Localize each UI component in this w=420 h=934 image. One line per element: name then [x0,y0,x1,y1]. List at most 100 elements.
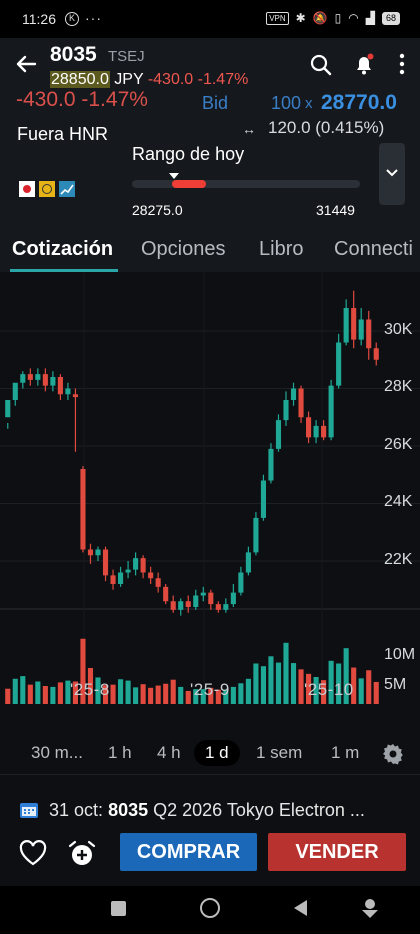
news-ticker[interactable]: 31 oct: 8035 Q2 2026 Tokyo Electron ... [0,774,420,832]
volume-bar [12,678,18,704]
candle-body [57,377,63,395]
candle-body [178,601,184,610]
price-chart[interactable]: 30K 28K 26K 24K 22K 10M 5M '25-8 '25-9 '… [0,272,420,740]
search-icon[interactable] [309,53,333,77]
candle-body [155,578,161,587]
volume-bar [208,687,214,704]
volume-bar [215,689,221,704]
news-title: Q2 2026 Tokyo Electron ... [153,800,365,820]
spread-value: 120.0 (0.415%) [268,118,385,137]
bell-icon[interactable] [352,52,376,76]
price-change-large: -430.0 -1.47% [16,88,148,111]
timeframe-30m[interactable]: 30 m... [31,743,83,762]
volume-bar [306,673,312,704]
exchange-label: TSEJ [108,48,145,65]
volume-bar [351,667,357,704]
volume-bar [125,680,131,704]
candle-body [336,342,342,386]
candle-body [328,385,334,438]
candle-body [238,572,244,593]
vpn-icon: VPN [266,11,289,25]
candle-body [140,558,146,573]
timeframe-1h[interactable]: 1 h [108,743,132,762]
quote-header: 8035 TSEJ 28850.0 JPY -430.0 -1.47% -430… [0,38,420,270]
candle-body [373,348,379,360]
keyboard-down-icon[interactable] [358,898,382,920]
tab-cotizacion[interactable]: Cotización [12,238,114,260]
volume-bar [238,683,244,704]
volume-bar [275,662,282,704]
volume-bar [336,663,342,704]
candle-body [110,575,116,584]
recents-button[interactable] [111,901,126,916]
volume-bar [148,687,154,704]
volume-bar [253,663,259,704]
bid-label: Bid [202,93,229,113]
y-tick-30k: 30K [384,321,413,338]
candle-body [163,586,169,602]
candle-body [72,394,78,398]
timeframe-1m[interactable]: 1 m [331,743,360,762]
volume-bar [35,681,41,704]
home-button[interactable] [200,898,220,918]
timeframe-1w[interactable]: 1 sem [256,743,303,762]
candle-body [223,604,229,610]
tab-connections[interactable]: Connecti [334,238,413,260]
volume-bar [72,681,78,704]
volume-bar [193,689,199,704]
volume-bar [298,669,304,704]
timeframe-1d[interactable]: 1 d [194,740,240,766]
candle-body [193,595,199,607]
x-tick-aug: '25-8 [70,680,110,699]
candle-body [253,517,259,553]
volume-bar [185,690,191,704]
candle-body [215,604,221,610]
price-change-small: -430.0 -1.47% [147,71,249,88]
candle-body [200,592,206,596]
bid-times: x [305,95,313,112]
heart-icon[interactable] [19,840,47,866]
alarm-add-icon[interactable] [67,839,97,869]
candle-body [275,420,282,449]
system-nav-bar [0,886,420,934]
candle-body [42,374,48,386]
more-vertical-icon[interactable] [398,52,406,76]
volume-bar [118,679,124,704]
sell-button[interactable]: VENDER [268,833,406,871]
candle-body [12,382,18,400]
volume-bar [230,686,236,704]
vibrate-icon: ▯ [334,11,342,25]
volume-bar [170,679,176,704]
back-button[interactable] [294,900,307,916]
candle-body [133,558,139,570]
currency: JPY [114,71,144,88]
candlestick-chart [0,272,420,704]
range-high: 31449 [316,202,355,218]
bid-price: 28770.0 [321,91,397,114]
volume-bar [110,684,116,704]
volume-bar [290,663,297,704]
candle-body [290,388,297,400]
volume-bar [57,682,63,704]
day-range-bar [132,180,360,188]
buy-button[interactable]: COMPRAR [120,833,257,871]
volume-bar [178,686,184,704]
expand-header-button[interactable] [379,143,405,205]
candle-body [170,601,176,610]
back-arrow-icon[interactable] [14,52,38,76]
candle-body [268,448,274,481]
gear-icon[interactable] [381,742,405,766]
volume-bar [5,688,11,704]
mute-icon: 🔕 [312,11,328,25]
chevron-down-icon [386,169,398,177]
status-time: 11:26 [22,11,56,27]
volume-bar [102,685,109,704]
timeframe-4h[interactable]: 4 h [157,743,181,762]
tab-opciones[interactable]: Opciones [141,238,226,260]
k-app-icon: K [65,12,79,26]
range-title: Rango de hoy [132,144,245,164]
candle-body [260,480,266,518]
candle-body [148,572,154,579]
candle-body [95,549,101,556]
tab-libro[interactable]: Libro [259,238,304,260]
